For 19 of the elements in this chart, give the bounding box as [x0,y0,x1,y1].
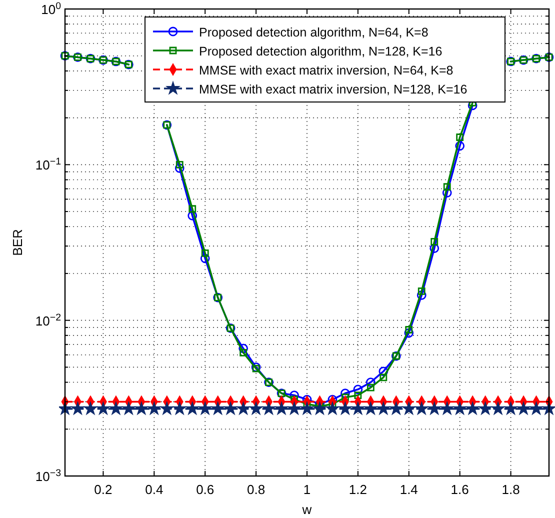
x-tick-label: 0.6 [196,482,214,497]
legend-label: Proposed detection algorithm, N=64, K=8 [199,26,428,40]
legend-label: Proposed detection algorithm, N=128, K=16 [199,44,442,58]
x-tick-label: 1.4 [400,482,418,497]
x-tick-label: 0.2 [94,482,112,497]
legend-label: MMSE with exact matrix inversion, N=64, K=8 [199,64,454,78]
x-tick-label: 1.8 [502,482,520,497]
y-tick-label: 10$^{−2}$ [35,312,61,328]
x-axis-title: w [301,502,312,517]
x-tick-label: 1.2 [348,482,367,497]
x-tick-label: 0.4 [145,482,164,497]
x-tick-label: 0.8 [247,482,266,497]
x-tick-label: 1.6 [450,482,469,497]
y-tick-label: 10$^{0}$ [41,0,62,17]
legend-label: MMSE with exact matrix inversion, N=128, K=16 [199,82,468,96]
y-tick-label: 10$^{−3}$ [35,468,61,484]
y-tick-label: 10$^{−1}$ [35,156,61,173]
y-axis-title: BER [10,229,25,256]
x-tick-label: 1 [303,482,311,497]
